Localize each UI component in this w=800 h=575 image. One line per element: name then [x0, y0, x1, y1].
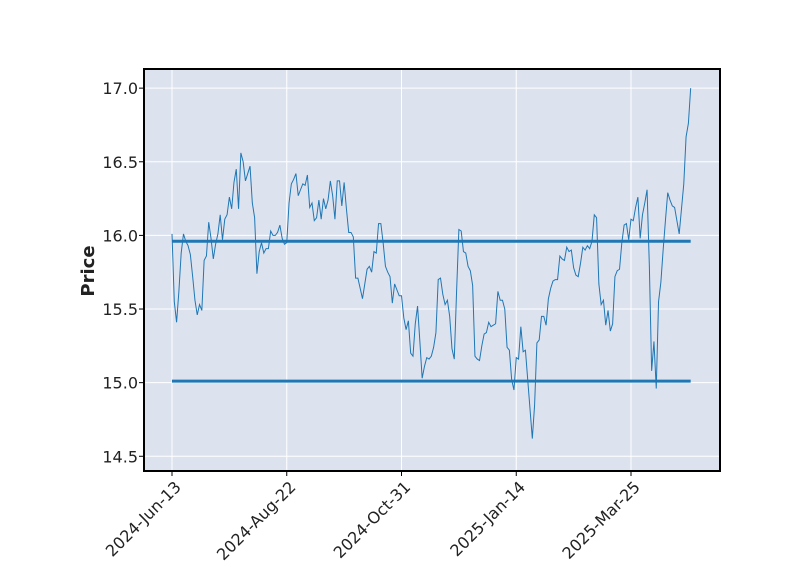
y-axis-ticks: 14.5 15.0 15.5 16.0 16.5 17.0: [102, 79, 144, 466]
y-tick-label: 16.0: [102, 226, 138, 245]
y-axis-title: Price: [78, 245, 99, 296]
x-tick-label: 2024-Oct-31: [330, 477, 415, 562]
y-tick-label: 15.5: [102, 300, 138, 319]
x-tick-label: 2025-Jan-14: [446, 477, 529, 560]
plot-background: [144, 69, 720, 471]
y-tick-label: 14.5: [102, 447, 138, 466]
reference-lines: [172, 239, 691, 383]
y-tick-label: 15.0: [102, 374, 138, 393]
x-tick-label: 2024-Jun-13: [102, 477, 185, 560]
y-tick-label: 16.5: [102, 153, 138, 172]
price-series-line: [171, 88, 692, 439]
x-tick-label: 2025-Mar-25: [558, 477, 643, 562]
x-axis-ticks: 2024-Jun-13 2024-Aug-22 2024-Oct-31 2025-Ja…: [102, 471, 644, 564]
x-tick-label: 2024-Aug-22: [213, 477, 300, 564]
y-tick-label: 17.0: [102, 79, 138, 98]
plot-frame: [143, 68, 721, 472]
